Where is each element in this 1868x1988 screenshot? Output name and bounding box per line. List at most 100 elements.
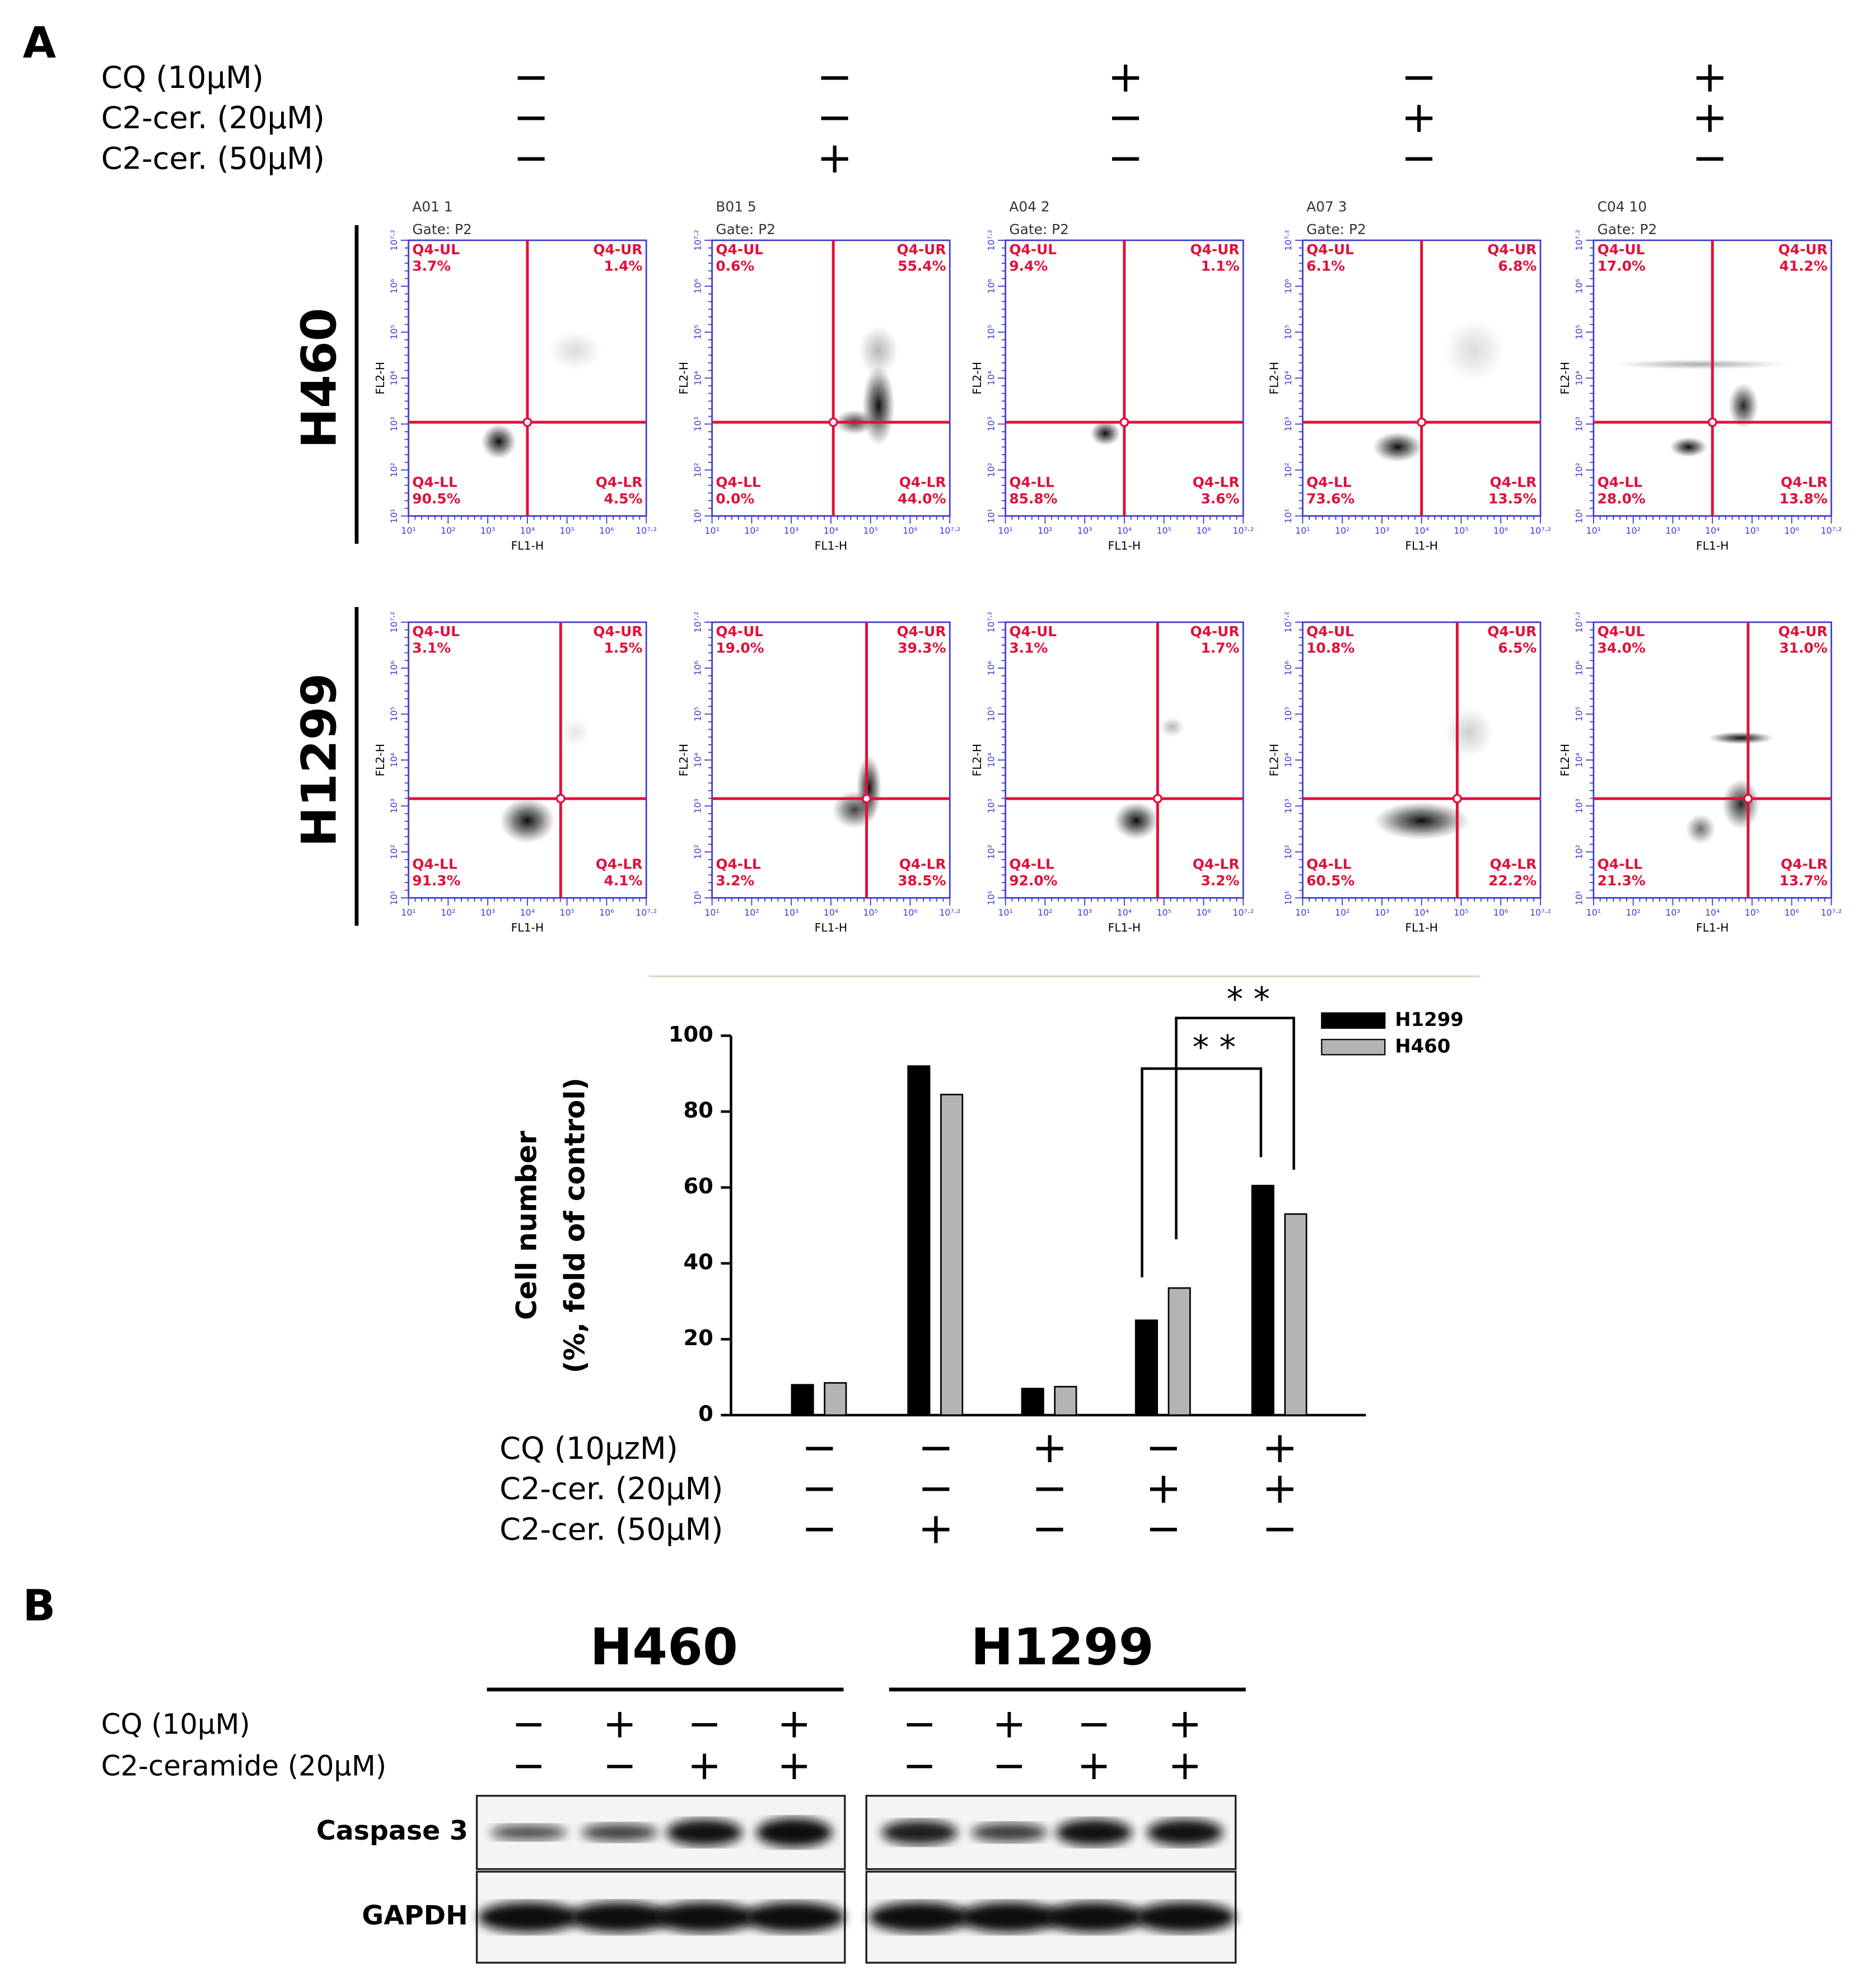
y-tick-label: 80	[683, 1098, 713, 1123]
x-tick-label: 10⁵	[559, 525, 574, 536]
blot-band	[581, 1823, 658, 1841]
condition-sign: +	[1031, 1423, 1067, 1473]
condition-sign: +	[817, 133, 853, 183]
x-tick-label: 10¹	[401, 525, 415, 536]
quadrant-value: 3.1%	[412, 640, 451, 656]
quadrant-name: Q4-UR	[896, 623, 946, 640]
condition-sign: +	[1168, 1701, 1202, 1748]
cell-cloud	[547, 330, 603, 371]
quadrant-value: 1.4%	[604, 258, 643, 274]
x-axis-label: FL1-H	[815, 539, 848, 553]
blot-band	[1134, 1902, 1236, 1933]
x-tick-label: 10¹	[401, 907, 415, 918]
x-tick-label: 10³	[1665, 525, 1680, 536]
y-tick-label: 10²	[986, 844, 996, 859]
quadrant-name: Q4-LL	[412, 856, 457, 872]
y-tick-label: 10¹	[1574, 890, 1585, 905]
y-tick-label: 10⁶	[986, 279, 996, 293]
condition-label: CQ (10μzM)	[499, 1431, 678, 1466]
quadrant-name: Q4-UL	[1009, 241, 1057, 258]
bar	[824, 1382, 847, 1416]
condition-label: C2-ceramide (20μM)	[101, 1750, 386, 1782]
x-tick-label: 10⁵	[559, 907, 574, 918]
y-tick-label: 20	[683, 1326, 713, 1351]
y-tick-label: 10⁷·²	[389, 230, 399, 251]
quadrant-name: Q4-UL	[1598, 241, 1645, 258]
condition-sign: −	[1692, 133, 1728, 183]
condition-sign: −	[1401, 52, 1437, 102]
quadrant-name: Q4-LL	[1598, 856, 1643, 872]
x-tick-label: 10⁶	[1493, 525, 1508, 536]
gate-center	[862, 794, 872, 804]
x-axis-label: FL1-H	[511, 539, 544, 553]
condition-label: C2-cer. (50μM)	[499, 1511, 723, 1547]
y-axis-label: FL2-H	[677, 362, 690, 395]
quadrant-value: 3.6%	[1201, 491, 1240, 507]
x-tick-label: 10³	[784, 907, 798, 918]
y-axis-label: FL2-H	[970, 362, 984, 395]
quadrant-name: Q4-LR	[899, 474, 946, 491]
y-tick-label: 10⁵	[986, 707, 996, 721]
y-tick-label: 10³	[1283, 417, 1293, 431]
quadrant-name: Q4-LR	[1490, 856, 1537, 872]
legend-label: H460	[1395, 1035, 1450, 1057]
y-axis-label: (%, fold of control)	[558, 1077, 591, 1373]
y-axis-label: FL2-H	[1558, 362, 1572, 395]
condition-sign: −	[1146, 1423, 1181, 1473]
blot-band	[1043, 1902, 1145, 1933]
condition-sign: −	[512, 1742, 546, 1789]
y-tick-label: 10⁷·²	[1574, 230, 1585, 251]
quadrant-name: Q4-LR	[1490, 474, 1537, 491]
sample-id: B01 5	[716, 198, 756, 214]
condition-sign: +	[1077, 1742, 1111, 1789]
condition-sign: −	[1108, 133, 1143, 183]
cell-cloud	[1708, 731, 1774, 745]
quadrant-value: 73.6%	[1306, 491, 1355, 507]
gate-center	[1707, 417, 1717, 427]
condition-sign: −	[513, 93, 549, 143]
quadrant-name: Q4-LL	[1009, 474, 1054, 491]
quadrant-value: 21.3%	[1598, 872, 1646, 889]
x-tick-label: 10³	[1077, 525, 1092, 536]
y-tick-label: 10³	[986, 799, 996, 813]
cell-cloud	[1090, 421, 1121, 446]
condition-label: C2-cer. (20μM)	[101, 100, 325, 136]
blot-band	[1147, 1819, 1223, 1846]
y-tick-label: 10⁵	[389, 325, 399, 339]
y-tick-label: 10¹	[389, 890, 399, 905]
blot-band	[1056, 1819, 1132, 1846]
quadrant-value: 6.8%	[1498, 258, 1537, 274]
blot-band	[653, 1902, 755, 1933]
y-tick-label: 10³	[1574, 799, 1585, 813]
x-axis-label: FL1-H	[1108, 539, 1141, 553]
y-tick-label: 10⁶	[1574, 279, 1585, 293]
condition-sign: +	[1108, 52, 1143, 102]
y-tick-label: 10⁵	[1574, 325, 1585, 339]
y-axis-label: FL2-H	[1268, 362, 1281, 395]
quadrant-value: 3.7%	[412, 258, 451, 274]
y-tick-label: 10²	[1283, 844, 1293, 859]
quadrant-value: 44.0%	[898, 491, 946, 507]
quadrant-name: Q4-UL	[412, 623, 460, 640]
quadrant-value: 60.5%	[1306, 872, 1355, 889]
quadrant-name: Q4-LL	[1306, 856, 1352, 872]
x-tick-label: 10²	[1038, 907, 1052, 918]
group-title: H460	[590, 1618, 738, 1677]
x-tick-label: 10⁷·²	[939, 907, 960, 918]
x-axis-label: FL1-H	[1405, 539, 1438, 553]
condition-sign: +	[1168, 1742, 1202, 1789]
x-tick-label: 10²	[1335, 525, 1349, 536]
x-tick-label: 10⁴	[1117, 525, 1132, 536]
x-tick-label: 10²	[1335, 907, 1349, 918]
cell-cloud	[559, 717, 590, 748]
condition-sign: −	[688, 1701, 722, 1748]
quadrant-value: 22.2%	[1488, 872, 1537, 889]
condition-label: C2-cer. (50μM)	[101, 141, 325, 176]
cell-cloud	[1669, 437, 1708, 458]
bar	[1134, 1319, 1159, 1416]
gate-center	[1417, 417, 1427, 427]
blot-band	[478, 1902, 580, 1933]
y-tick-label: 10⁵	[986, 325, 996, 339]
gate-center	[1152, 794, 1162, 804]
gate-center	[555, 794, 566, 804]
